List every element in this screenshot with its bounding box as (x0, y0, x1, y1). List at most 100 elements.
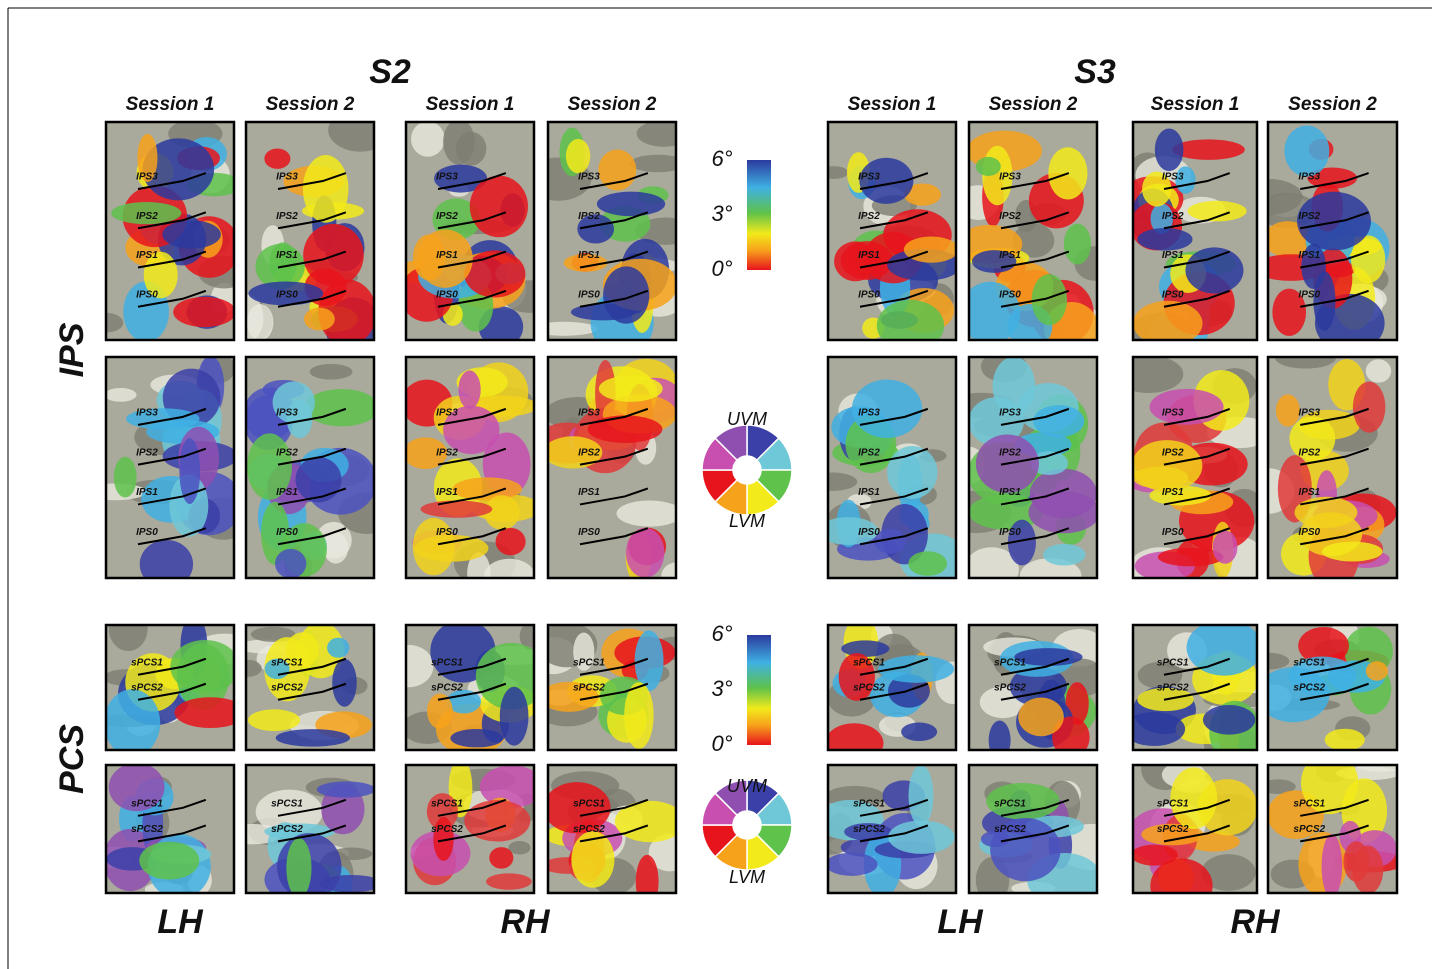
panel-border (967, 623, 1099, 752)
gyrus (548, 321, 598, 336)
boundary-line (1163, 407, 1231, 426)
gyrus (969, 547, 1019, 578)
brain-panel: sPCS1 sPCS2 (106, 625, 234, 750)
boundary-line (1163, 682, 1231, 701)
activation (1301, 243, 1326, 290)
area-label: IPS2 (578, 447, 600, 458)
activation (876, 299, 945, 340)
region-label: IPS (53, 322, 91, 377)
activation (975, 156, 1001, 176)
activation (596, 191, 666, 217)
activation (1324, 728, 1365, 750)
area-label: IPS3 (436, 408, 458, 419)
activation (1185, 247, 1244, 294)
activation (304, 388, 374, 427)
boundary-line (137, 527, 207, 546)
hemisphere-label: RH (1230, 903, 1281, 941)
activation (111, 202, 182, 225)
area-label: IPS2 (436, 211, 458, 222)
activation (1133, 440, 1203, 492)
area-label: sPCS2 (431, 824, 463, 835)
boundary-line (859, 657, 929, 676)
boundary-line (1000, 798, 1070, 817)
activation (139, 539, 194, 578)
boundary-line (437, 447, 507, 466)
boundary-line (437, 657, 507, 676)
panel-border (404, 355, 536, 580)
boundary-line (137, 657, 207, 676)
activation (137, 133, 158, 182)
activation (286, 399, 313, 439)
activation (841, 640, 890, 657)
area-label: sPCS1 (1157, 798, 1189, 809)
area-label: IPS3 (1298, 172, 1320, 183)
brain-panel: IPS3 IPS2 IPS1 IPS0 (1268, 122, 1397, 340)
boundary-line (137, 798, 207, 817)
boundary-line (1300, 172, 1369, 191)
gyrus (1365, 359, 1392, 383)
activation (247, 709, 301, 732)
gyrus (573, 632, 595, 671)
panel-border (826, 763, 958, 895)
boundary-line (1000, 407, 1070, 426)
activation (903, 183, 941, 206)
activation (1202, 705, 1256, 735)
boundary-line (437, 250, 507, 269)
gyrus (1137, 661, 1183, 689)
gyrus (1133, 357, 1184, 394)
brain-panel: IPS3 IPS2 IPS1 IPS0 (1133, 122, 1257, 340)
panel-border (244, 763, 376, 895)
panel-border (404, 120, 536, 342)
activation (1141, 823, 1204, 846)
boundary-line (859, 289, 929, 308)
area-label: IPS0 (999, 289, 1021, 300)
brain-panel: IPS3 IPS2 IPS1 IPS0 (828, 357, 956, 578)
area-label: IPS1 (1162, 250, 1184, 261)
area-label: IPS0 (436, 289, 458, 300)
boundary-line (277, 824, 347, 843)
activation (563, 254, 608, 272)
boundary-line (277, 407, 347, 426)
area-label: IPS3 (858, 408, 880, 419)
activation (1297, 191, 1372, 251)
boundary-line (277, 798, 347, 817)
activation (420, 500, 493, 518)
panel-border (546, 120, 678, 342)
session-label: Session 1 (426, 94, 515, 115)
wheel-sector (714, 779, 748, 817)
activation (1014, 648, 1083, 666)
boundary-line (1000, 824, 1070, 843)
brain-panel: sPCS1 sPCS2 (406, 765, 534, 893)
gyrus (484, 558, 534, 578)
brain-panel: sPCS1 sPCS2 (246, 625, 374, 750)
gyrus (106, 388, 137, 402)
activation (828, 852, 878, 876)
area-label: IPS1 (578, 487, 600, 498)
area-label: sPCS2 (994, 682, 1026, 693)
panel-border (967, 763, 1099, 895)
activation (106, 689, 161, 750)
boundary-line (277, 527, 347, 546)
boundary-line (137, 172, 207, 191)
area-label: IPS3 (276, 172, 298, 183)
wheel-sector (755, 792, 793, 826)
activation (1133, 712, 1186, 746)
activation (587, 415, 663, 443)
area-label: IPS3 (1298, 408, 1320, 419)
boundary-line (579, 798, 649, 817)
area-label: sPCS1 (271, 798, 303, 809)
boundary-line (137, 447, 207, 466)
panel-border (546, 355, 678, 580)
activation (327, 637, 350, 658)
boundary-line (137, 250, 207, 269)
hemisphere-label: RH (500, 903, 551, 941)
area-label: IPS1 (858, 487, 880, 498)
activation (903, 236, 956, 263)
brain-panel: sPCS1 sPCS2 (969, 625, 1097, 750)
activation (1018, 697, 1064, 737)
area-label: sPCS2 (1157, 824, 1189, 835)
activation (108, 765, 165, 812)
boundary-line (1163, 289, 1231, 308)
area-label: sPCS1 (853, 798, 885, 809)
area-label: IPS2 (999, 211, 1021, 222)
